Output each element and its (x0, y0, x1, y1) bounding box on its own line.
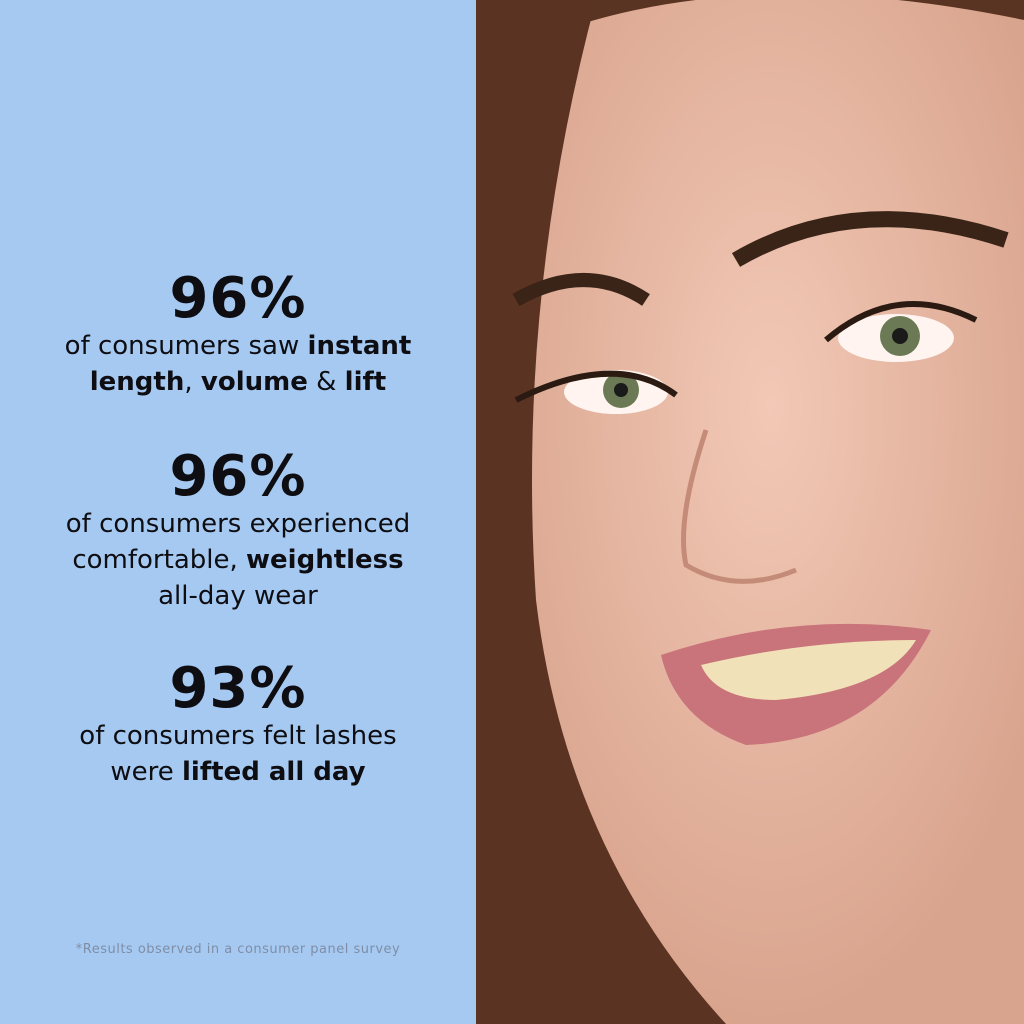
bold-text: volume (200, 367, 308, 397)
stat-block: 96% of consumers experienced comfortable, … (0, 448, 476, 614)
footnote: *Results observed in a consumer panel su… (75, 942, 401, 957)
bold-text: instant (307, 331, 412, 361)
text: , (184, 367, 201, 397)
face (516, 0, 1024, 1024)
bold-text: length (89, 367, 185, 397)
stat-figure: 96% (169, 266, 307, 331)
stat-block: 93% of consumers felt lashes were lifted a… (0, 660, 476, 790)
text: all-day wear (158, 581, 318, 611)
left-brow (512, 273, 650, 307)
stat-line: were lifted all day (0, 754, 476, 790)
text: of consumers saw (64, 331, 308, 361)
bold-text: lift (344, 367, 387, 397)
stat-figure: 93% (169, 656, 307, 721)
stat-line: of consumers saw instant (0, 328, 476, 364)
text: were (110, 757, 183, 787)
stat-line: of consumers experienced (0, 506, 476, 542)
stat-block: 96% of consumers saw instant length, volum… (0, 270, 476, 400)
nose (681, 429, 797, 584)
text: of consumers felt lashes (79, 721, 397, 751)
lashes (514, 301, 978, 403)
bold-text: weightless (246, 545, 404, 575)
portrait-photo (476, 0, 1024, 1024)
left-pupil (614, 383, 628, 397)
stat-line: length, volume & lift (0, 364, 476, 400)
text: comfortable, (72, 545, 247, 575)
teeth (701, 640, 916, 700)
stats-panel: 96% of consumers saw instant length, volum… (0, 0, 476, 1024)
stat-line: comfortable, weightless (0, 542, 476, 578)
bold-text: lifted all day (182, 757, 366, 787)
right-brow (731, 211, 1009, 267)
right-pupil (892, 328, 908, 344)
stat-line: of consumers felt lashes (0, 718, 476, 754)
stat-line: all-day wear (0, 578, 476, 614)
text: of consumers experienced (65, 509, 411, 539)
hair-left (476, 0, 726, 1024)
stat-figure: 96% (169, 444, 307, 509)
text: & (307, 367, 345, 397)
